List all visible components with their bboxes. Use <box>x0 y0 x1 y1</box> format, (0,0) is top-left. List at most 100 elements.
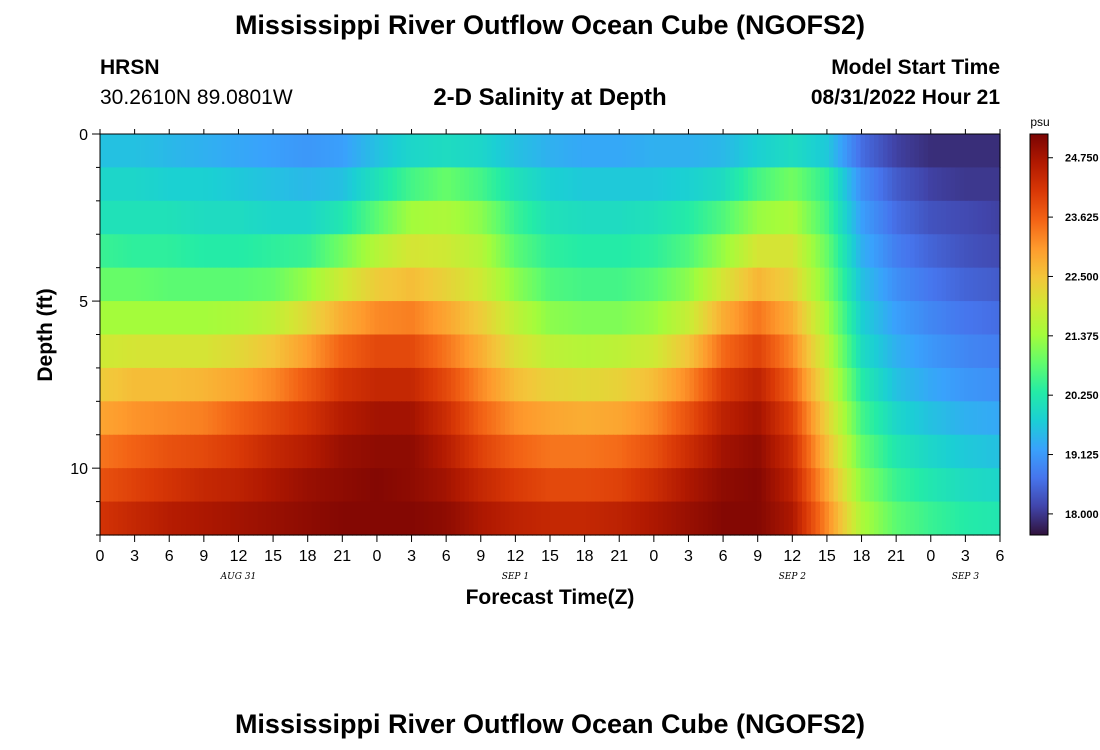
heatmap-cell <box>757 234 763 269</box>
heatmap-cell <box>950 267 956 302</box>
heatmap-cell <box>230 134 236 169</box>
heatmap-cell <box>217 434 223 469</box>
heatmap-cell <box>779 234 785 269</box>
heatmap-cell <box>316 267 322 302</box>
heatmap-cell <box>361 134 367 169</box>
heatmap-cell <box>676 234 682 269</box>
heatmap-cell <box>104 334 110 369</box>
heatmap-cell <box>838 468 844 503</box>
heatmap-cell <box>298 401 304 436</box>
heatmap-cell <box>257 134 263 169</box>
heatmap-cell <box>257 167 263 202</box>
heatmap-cell <box>748 367 754 402</box>
heatmap-cell <box>253 267 259 302</box>
heatmap-cell <box>982 468 988 503</box>
heatmap-cell <box>847 401 853 436</box>
heatmap-cell <box>446 468 452 503</box>
heatmap-cell <box>239 301 245 336</box>
heatmap-cell <box>428 134 434 169</box>
heatmap-cell <box>802 334 808 369</box>
heatmap-cell <box>271 434 277 469</box>
heatmap-cell <box>460 468 466 503</box>
heatmap-cell <box>784 434 790 469</box>
heatmap-cell <box>212 200 218 235</box>
heatmap-cell <box>842 434 848 469</box>
heatmap-cell <box>365 301 371 336</box>
heatmap-cell <box>343 301 349 336</box>
heatmap-cell <box>464 234 470 269</box>
heatmap-cell <box>977 367 983 402</box>
heatmap-cell <box>347 367 353 402</box>
heatmap-cell <box>221 468 227 503</box>
heatmap-cell <box>604 501 610 536</box>
heatmap-cell <box>797 200 803 235</box>
heatmap-cell <box>257 468 263 503</box>
heatmap-cell <box>730 334 736 369</box>
heatmap-cell <box>586 367 592 402</box>
heatmap-cell <box>149 234 155 269</box>
heatmap-cell <box>914 134 920 169</box>
heatmap-cell <box>541 167 547 202</box>
heatmap-cell <box>779 434 785 469</box>
heatmap-cell <box>451 468 457 503</box>
heatmap-cell <box>608 501 614 536</box>
heatmap-cell <box>401 501 407 536</box>
heatmap-cell <box>572 167 578 202</box>
heatmap-cell <box>874 267 880 302</box>
heatmap-cell <box>622 401 628 436</box>
heatmap-cell <box>325 267 331 302</box>
heatmap-cell <box>613 301 619 336</box>
heatmap-cell <box>307 468 313 503</box>
heatmap-cell <box>397 200 403 235</box>
heatmap-cell <box>199 200 205 235</box>
heatmap-cell <box>469 334 475 369</box>
heatmap-cell <box>311 401 317 436</box>
heatmap-cell <box>658 167 664 202</box>
heatmap-cell <box>667 301 673 336</box>
heatmap-cell <box>437 501 443 536</box>
heatmap-cell <box>595 267 601 302</box>
heatmap-cell <box>748 434 754 469</box>
heatmap-cell <box>230 501 236 536</box>
heatmap-cell <box>127 301 133 336</box>
heatmap-cell <box>779 501 785 536</box>
heatmap-cell <box>671 234 677 269</box>
heatmap-cell <box>266 301 272 336</box>
heatmap-cell <box>991 434 997 469</box>
heatmap-cell <box>730 134 736 169</box>
heatmap-cell <box>325 501 331 536</box>
heatmap-cell <box>172 167 178 202</box>
heatmap-cell <box>559 468 565 503</box>
colorbar-tick-label: 19.125 <box>1065 450 1099 462</box>
heatmap-cell <box>658 134 664 169</box>
heatmap-cell <box>415 234 421 269</box>
heatmap-cell <box>203 167 209 202</box>
heatmap-cell <box>275 468 281 503</box>
heatmap-cell <box>302 334 308 369</box>
heatmap-cell <box>343 501 349 536</box>
heatmap-cell <box>581 267 587 302</box>
heatmap-cell <box>104 401 110 436</box>
heatmap-cell <box>991 468 997 503</box>
heatmap-cell <box>910 401 916 436</box>
heatmap-cell <box>932 334 938 369</box>
heatmap-cell <box>793 301 799 336</box>
heatmap-cell <box>766 401 772 436</box>
heatmap-cell <box>563 134 569 169</box>
heatmap-cell <box>140 334 146 369</box>
heatmap-cell <box>208 301 214 336</box>
heatmap-cell <box>100 334 106 369</box>
heatmap-cell <box>473 468 479 503</box>
heatmap-cell <box>334 234 340 269</box>
heatmap-cell <box>806 200 812 235</box>
heatmap-cell <box>415 134 421 169</box>
heatmap-cell <box>622 267 628 302</box>
heatmap-cell <box>955 367 961 402</box>
x-tick-label: 9 <box>753 548 762 565</box>
heatmap-cell <box>856 434 862 469</box>
heatmap-cell <box>248 134 254 169</box>
heatmap-cell <box>455 367 461 402</box>
heatmap-cell <box>572 200 578 235</box>
heatmap-cell <box>127 234 133 269</box>
heatmap-cell <box>464 200 470 235</box>
